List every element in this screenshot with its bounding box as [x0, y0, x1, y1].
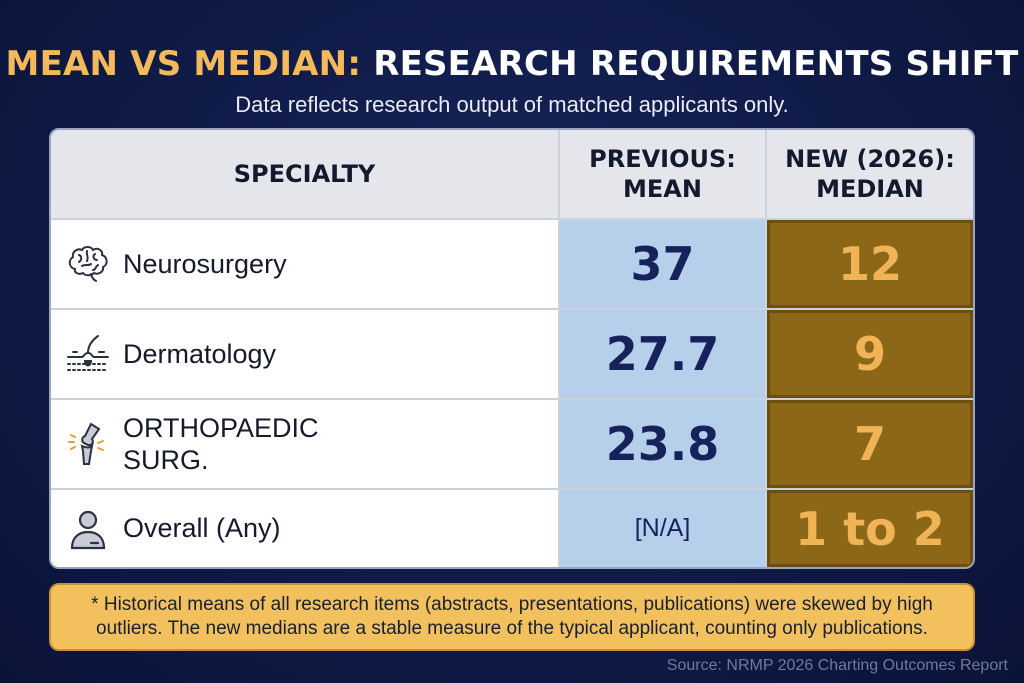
- knee-joint-icon: [65, 421, 111, 467]
- person-icon: [65, 506, 111, 552]
- median-value: 12: [767, 220, 973, 308]
- page-title: MEAN VS MEDIAN: RESEARCH REQUIREMENTS SH…: [0, 44, 1024, 84]
- table-row-specialty: ORTHOPAEDIC SURG.: [51, 400, 558, 488]
- mean-value: 27.7: [560, 310, 765, 398]
- table-row-specialty: Dermatology: [51, 310, 558, 398]
- mean-value: [N/A]: [560, 490, 765, 567]
- specialty-label: ORTHOPAEDIC SURG.: [123, 412, 319, 475]
- table-row-specialty: Overall (Any): [51, 490, 558, 567]
- median-value: 1 to 2: [767, 490, 973, 567]
- median-value: 7: [767, 400, 973, 488]
- comparison-table: SPECIALTY PREVIOUS: MEAN NEW (2026): MED…: [49, 128, 975, 569]
- title-accent: MEAN VS MEDIAN:: [5, 44, 362, 84]
- specialty-label: Dermatology: [123, 338, 277, 369]
- specialty-label: Overall (Any): [123, 513, 281, 544]
- source-credit: Source: NRMP 2026 Charting Outcomes Repo…: [666, 657, 1008, 674]
- skin-hair-icon: [65, 331, 111, 377]
- header-new-median: NEW (2026): MEDIAN: [767, 130, 973, 218]
- median-value: 9: [767, 310, 973, 398]
- brain-icon: [65, 241, 111, 287]
- table-row-specialty: Neurosurgery: [51, 220, 558, 308]
- title-main: RESEARCH REQUIREMENTS SHIFT: [373, 44, 1019, 84]
- specialty-label: Neurosurgery: [123, 248, 287, 279]
- header-specialty: SPECIALTY: [51, 130, 558, 218]
- footnote-box: * Historical means of all research items…: [49, 583, 975, 651]
- mean-value: 23.8: [560, 400, 765, 488]
- mean-value: 37: [560, 220, 765, 308]
- page-subtitle: Data reflects research output of matched…: [235, 92, 789, 117]
- header-previous-mean: PREVIOUS: MEAN: [560, 130, 765, 218]
